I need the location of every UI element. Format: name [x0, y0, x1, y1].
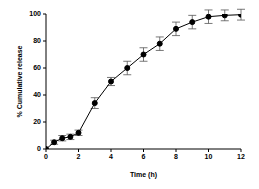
svg-text:% Cumulative release: % Cumulative release	[16, 45, 23, 117]
svg-text:Time (h): Time (h)	[130, 171, 157, 179]
svg-text:20: 20	[33, 118, 41, 125]
svg-text:80: 80	[33, 37, 41, 44]
svg-text:40: 40	[33, 91, 41, 98]
svg-text:60: 60	[33, 64, 41, 71]
svg-text:10: 10	[205, 153, 213, 160]
svg-text:6: 6	[142, 153, 146, 160]
svg-text:0: 0	[44, 153, 48, 160]
svg-text:8: 8	[174, 153, 178, 160]
svg-text:2: 2	[77, 153, 81, 160]
svg-text:12: 12	[237, 153, 245, 160]
svg-text:0: 0	[37, 145, 41, 152]
svg-text:4: 4	[109, 153, 113, 160]
svg-text:100: 100	[29, 10, 41, 17]
